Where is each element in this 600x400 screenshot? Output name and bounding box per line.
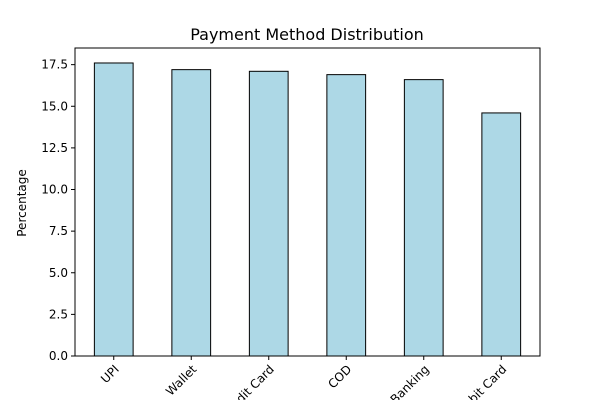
- y-tick-label: 17.5: [41, 58, 68, 72]
- y-tick-label: 7.5: [49, 224, 68, 238]
- y-tick-label: 10.0: [41, 183, 68, 197]
- bar: [248, 70, 289, 357]
- bar: [93, 62, 134, 357]
- y-tick-label: 0.0: [49, 349, 68, 363]
- bar: [171, 69, 212, 357]
- y-tick-label: 2.5: [49, 307, 68, 321]
- bar: [326, 74, 367, 357]
- bar: [481, 112, 522, 357]
- plot-frame: [74, 47, 541, 357]
- y-tick-label: 15.0: [41, 99, 68, 113]
- bar: [403, 79, 444, 357]
- y-tick-label: 12.5: [41, 141, 68, 155]
- y-axis-label: Percentage: [15, 169, 29, 237]
- y-tick-label: 5.0: [49, 266, 68, 280]
- chart-title: Payment Method Distribution: [190, 25, 424, 44]
